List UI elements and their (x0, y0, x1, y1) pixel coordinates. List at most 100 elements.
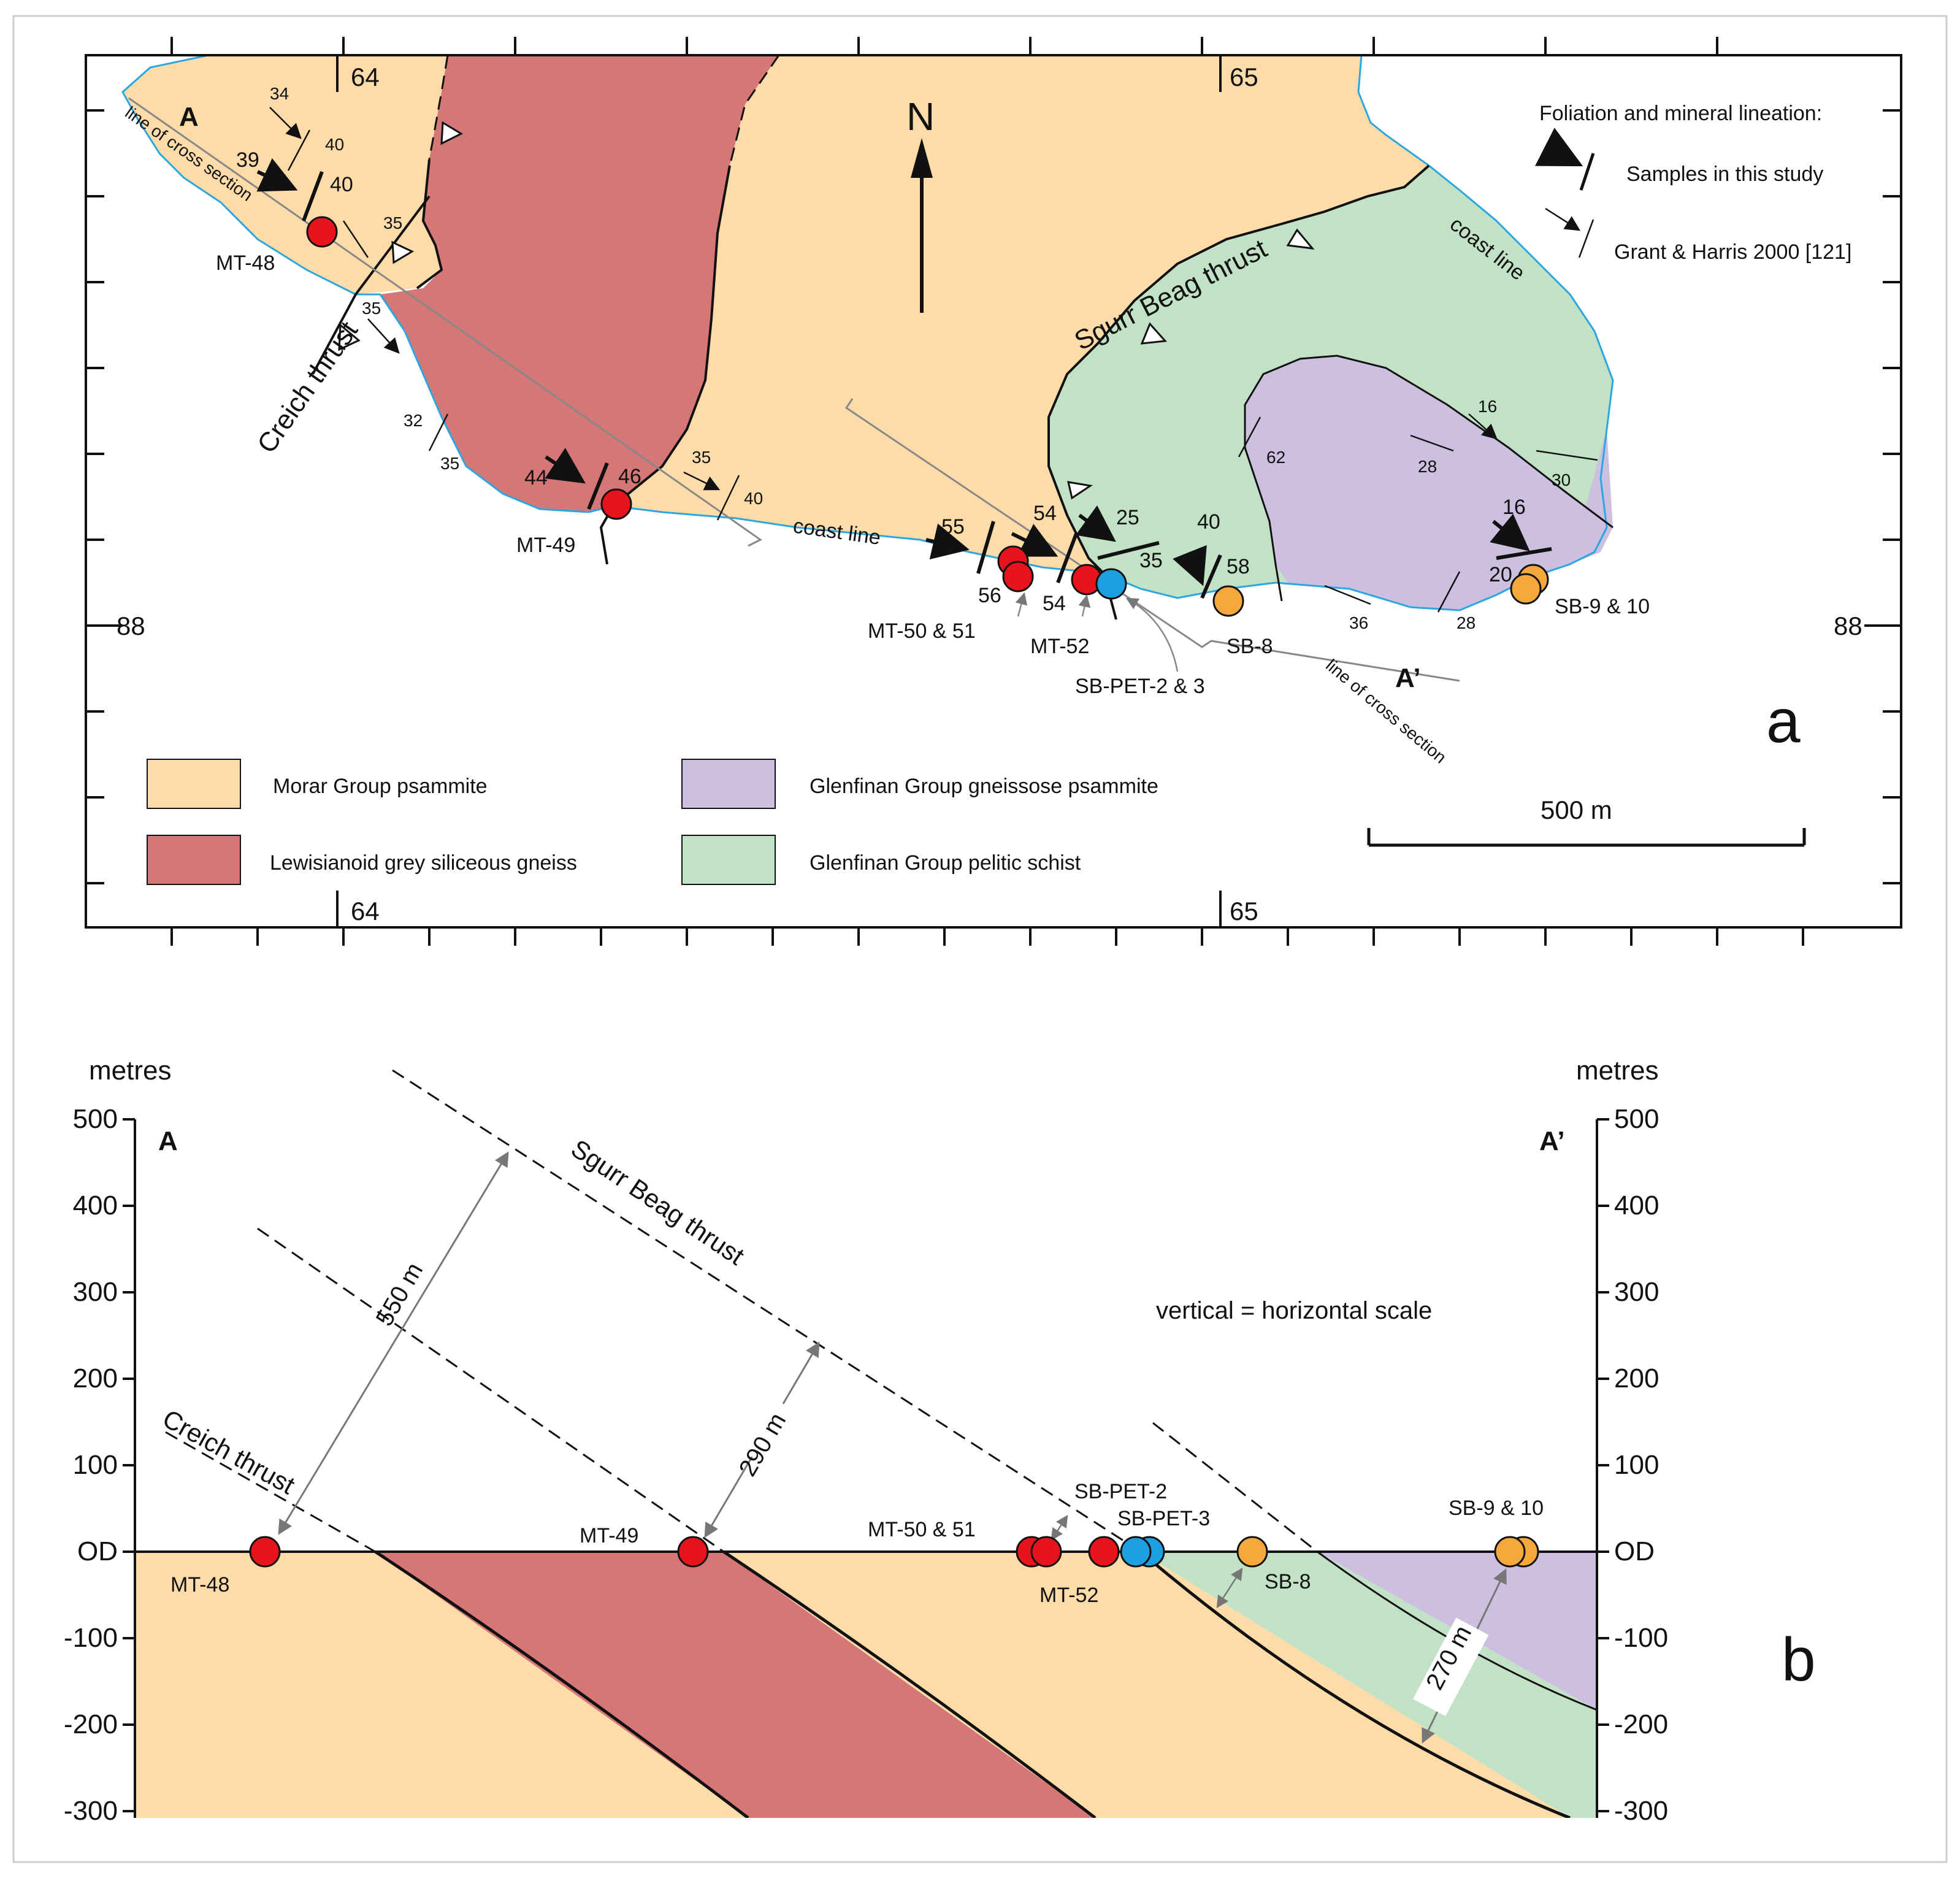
section-label-mt49: MT-49 (580, 1524, 638, 1547)
grid-label-e65-bottom: 65 (1230, 897, 1258, 926)
cross-section-line-east (844, 398, 1460, 682)
section-marker-sb9 (1494, 1536, 1526, 1568)
dip-16-a: 16 (1478, 397, 1497, 416)
map-end-a-prime: A’ (1395, 663, 1421, 693)
grant-harris-symbols (269, 107, 1598, 613)
section-sgurr-beag-label: Sgurr Beag thrust (566, 1133, 749, 1270)
lineation-legend-title: Foliation and mineral lineation: (1539, 102, 1822, 125)
thickness-arrow-small-1 (1051, 1514, 1068, 1541)
lewisianoid-area (380, 55, 779, 512)
dip-62: 62 (1266, 448, 1285, 467)
sample-marker-mt51 (1002, 561, 1034, 592)
section-lewisianoid-projection (257, 1227, 724, 1553)
y-tick-label-right: -100 (1614, 1623, 1668, 1653)
sample-label-mt5051: MT-50 & 51 (868, 619, 976, 643)
lewisianoid-east-boundary-solid (599, 165, 731, 565)
y-tick-label-right: -200 (1614, 1709, 1668, 1739)
y-tick-label-right: -300 (1614, 1796, 1668, 1826)
thrust-tooth (391, 240, 415, 264)
sample-label-mt52: MT-52 (1030, 635, 1089, 658)
section-label-sb8: SB-8 (1265, 1570, 1311, 1593)
y-tick-label-left: 500 (73, 1104, 118, 1134)
section-marker-sbpet2 (1120, 1536, 1152, 1568)
legend-label-grant: Grant & Harris 2000 [121] (1614, 240, 1851, 264)
leader-sbpet (1125, 597, 1179, 672)
y-tick-label-right: 500 (1614, 1104, 1659, 1134)
sample-label-sbpet: SB-PET-2 & 3 (1075, 675, 1205, 698)
thrust-tooth (1140, 322, 1168, 345)
dip-35-e: 35 (1139, 549, 1163, 572)
thrust-tooth (338, 323, 361, 351)
dip-44: 44 (524, 466, 548, 489)
y-tick-label-left: -300 (64, 1796, 118, 1826)
section-marker-mt48 (249, 1536, 281, 1568)
dip-58: 58 (1227, 555, 1250, 578)
psammite-schist-boundary (1244, 355, 1614, 602)
y-tick-label-left: 400 (73, 1190, 118, 1221)
sample-label-mt49: MT-49 (516, 534, 575, 557)
legend-label-glenfinan-psammite: Glenfinan Group gneissose psammite (810, 775, 1158, 798)
dip-35-c: 35 (440, 454, 459, 473)
section-creich-thrust-label: Creich thrust (158, 1404, 300, 1500)
dip-28-b: 28 (1457, 613, 1476, 632)
dip-56: 56 (978, 584, 1001, 607)
leader-mt5051 (1015, 592, 1028, 617)
dip-40-c: 40 (744, 489, 763, 508)
dip-40-a: 40 (325, 135, 344, 154)
north-arrow: N (906, 94, 935, 313)
section-label-mt52: MT-52 (1039, 1584, 1098, 1607)
map-panel: 64 65 64 65 88 88 N Foliation and minera… (85, 37, 1902, 946)
dip-20: 20 (1489, 563, 1512, 586)
section-marker-sb8 (1236, 1536, 1268, 1568)
dip-16-b: 16 (1503, 496, 1526, 519)
section-lewisianoid (375, 1552, 1095, 1818)
map-panel-letter: a (1766, 687, 1801, 756)
section-label-mt5051: MT-50 & 51 (868, 1518, 976, 1541)
dip-28-a: 28 (1418, 457, 1437, 476)
y-tick-label-left: OD (77, 1536, 118, 1566)
section-creich-thrust-solid (374, 1550, 749, 1818)
grid-label-e64-bottom: 64 (351, 897, 380, 926)
section-label-sbpet3: SB-PET-3 (1117, 1507, 1210, 1530)
section-sgurr-beag-projection (392, 1069, 1141, 1553)
sample-structural-symbols (256, 158, 1552, 599)
section-marker-mt49 (677, 1536, 709, 1568)
section-label-sbpet2: SB-PET-2 (1074, 1480, 1167, 1503)
legend-symbol-grant (1545, 207, 1594, 258)
legend-swatch-morar (147, 759, 241, 809)
section-end-a-prime: A’ (1539, 1126, 1565, 1156)
y-tick-label-right: 200 (1614, 1363, 1659, 1393)
figure-border (12, 15, 1948, 1863)
cross-section-line (128, 97, 762, 547)
section-lewisianoid-east-solid (722, 1550, 1097, 1818)
thrust-tooth (440, 121, 464, 145)
legend-symbol-samples (1534, 128, 1595, 191)
section-y-tick-labels-left: 500 400 300 200 100 OD -100 -200 -300 (64, 1104, 118, 1826)
legend-swatch-glenfinan-schist (681, 835, 776, 885)
sample-label-mt48: MT-48 (216, 251, 275, 275)
y-tick-label-left: -200 (64, 1709, 118, 1739)
section-axis-label-right: metres (1576, 1056, 1658, 1086)
section-end-a: A (158, 1126, 178, 1156)
legend-label-morar: Morar Group psammite (273, 775, 488, 798)
section-glenfinan-schist (1141, 1552, 1597, 1818)
morar-area-central (613, 55, 1429, 573)
section-label-mt48: MT-48 (170, 1573, 229, 1596)
dip-34: 34 (270, 84, 289, 103)
y-tick-label-right: OD (1614, 1536, 1655, 1566)
legend-swatch-lewisianoid (147, 835, 241, 885)
grid-label-n88-right: 88 (1834, 611, 1862, 640)
section-marker-mt52 (1088, 1536, 1120, 1568)
y-tick-label-left: -100 (64, 1623, 118, 1653)
section-axis-ticks (123, 1118, 1609, 1812)
y-tick-label-left: 300 (73, 1277, 118, 1307)
dip-36: 36 (1349, 613, 1368, 632)
dip-35-b: 35 (362, 299, 381, 318)
section-marker-mt51 (1030, 1536, 1062, 1568)
grid-label-n88-left: 88 (117, 611, 145, 640)
dip-40-d: 40 (1197, 510, 1220, 534)
section-panel: metres metres 500 400 300 200 100 OD -100 -200 -… (64, 1056, 1816, 1826)
y-tick-label-left: 100 (73, 1450, 118, 1480)
section-y-tick-labels-right: 500 400 300 200 100 OD -100 -200 -300 (1614, 1104, 1668, 1826)
